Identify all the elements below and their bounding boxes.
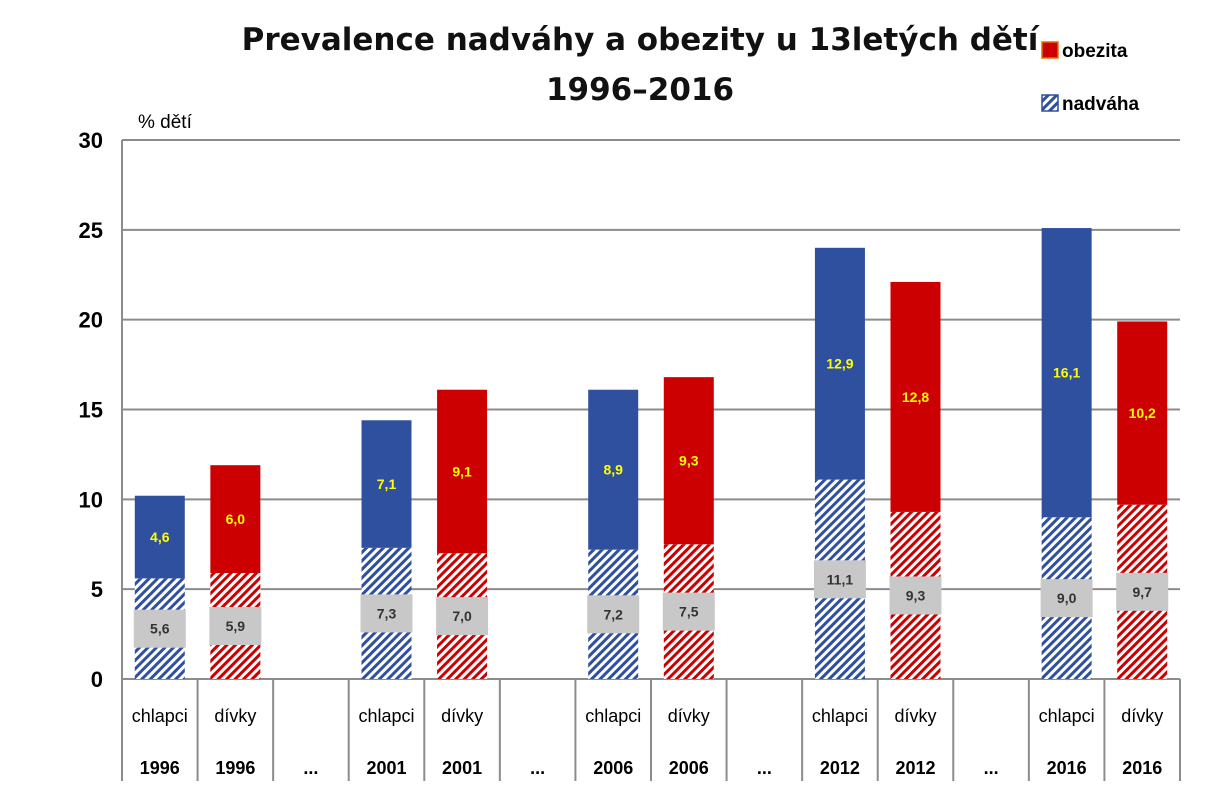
bar-obezita [890,281,941,512]
data-label-nadvaha: 11,1 [827,571,854,587]
category-label: chlapci [132,706,188,726]
y-tick-label: 20 [79,308,103,333]
y-tick-label: 25 [79,218,103,243]
data-label-nadvaha: 7,3 [377,605,397,621]
category-label: chlapci [358,706,414,726]
data-label-obezita: 9,1 [452,463,472,479]
bar-obezita [134,495,185,579]
legend-label-obezita: obezita [1062,41,1128,62]
category-year: ... [757,758,772,778]
data-label-box [133,609,186,648]
gridlines [121,139,1180,781]
category-label: dívky [894,706,936,726]
data-label-nadvaha: 7,0 [452,608,472,624]
y-tick-label: 10 [79,487,103,512]
category-year: 2001 [442,758,482,778]
data-label-nadvaha: 9,3 [906,587,926,603]
data-label-obezita: 12,9 [826,356,853,372]
category-table: chlapci 1996 dívky 1996 ... chlapci 2001 dívky 2… [132,679,1181,781]
category-year: 2016 [1122,758,1162,778]
category-label: dívky [668,706,710,726]
category-year: 1996 [215,758,255,778]
category-label: chlapci [1039,706,1095,726]
category-year: 1996 [140,758,180,778]
category-label: chlapci [585,706,641,726]
bar-obezita [437,389,488,554]
category-year: ... [530,758,545,778]
category-year: 2006 [669,758,709,778]
y-tick-label: 30 [79,128,103,153]
bar-obezita [588,389,639,550]
bar-obezita [814,247,865,480]
bars: 5,6 4,6 5,9 6,0 7,3 7,1 7,0 9,1 7,2 8,9 7,5 9,3 11,1… [133,228,1169,679]
bar-obezita [361,420,412,548]
y-tick-label: 0 [91,667,103,692]
category-year: 2006 [593,758,633,778]
category-label: chlapci [812,706,868,726]
data-label-box [813,560,866,599]
data-label-box [889,576,942,615]
data-label-nadvaha: 5,9 [226,618,246,634]
data-label-box [1040,579,1093,618]
data-label-box [360,594,413,633]
y-tick-label: 15 [79,398,103,423]
data-label-box [1116,572,1169,611]
y-tick-label: 5 [91,577,103,602]
data-label-obezita: 4,6 [150,529,170,545]
data-label-obezita: 16,1 [1053,365,1080,381]
bar-obezita [1041,228,1092,518]
data-label-box [436,597,489,636]
category-year: 2012 [820,758,860,778]
data-label-obezita: 9,3 [679,453,699,469]
y-axis-label: % dětí [138,112,193,133]
data-label-obezita: 7,1 [377,476,397,492]
category-year: 2012 [895,758,935,778]
data-label-nadvaha: 5,6 [150,621,170,637]
chart-title: Prevalence nadváhy a obezity u 13letých … [242,22,1040,58]
data-label-nadvaha: 9,0 [1057,590,1077,606]
data-label-nadvaha: 7,5 [679,604,699,620]
data-label-nadvaha: 7,2 [603,606,623,622]
legend-label-nadvaha: nadváha [1062,94,1140,115]
data-label-obezita: 10,2 [1129,405,1156,421]
category-year: 2016 [1047,758,1087,778]
category-label: dívky [441,706,483,726]
data-label-obezita: 12,8 [902,389,929,405]
data-label-obezita: 6,0 [226,511,246,527]
legend: obezita nadváha [1041,41,1140,115]
data-label-nadvaha: 9,7 [1132,584,1152,600]
legend-swatch-obezita [1041,41,1059,59]
category-year: ... [984,758,999,778]
legend-swatch-nadvaha [1041,94,1059,112]
data-label-obezita: 8,9 [603,462,623,478]
bar-obezita [663,377,714,545]
data-label-box [209,606,262,645]
category-label: dívky [1121,706,1163,726]
category-year: 2001 [366,758,406,778]
data-label-box [587,595,640,634]
category-label: dívky [214,706,256,726]
chart-subtitle: 1996–2016 [546,72,734,108]
y-axis-ticks: 0 5 10 15 20 25 30 [79,128,103,692]
bar-obezita [210,465,261,573]
data-label-box [662,592,715,631]
bar-obezita [1117,321,1168,505]
category-year: ... [303,758,318,778]
